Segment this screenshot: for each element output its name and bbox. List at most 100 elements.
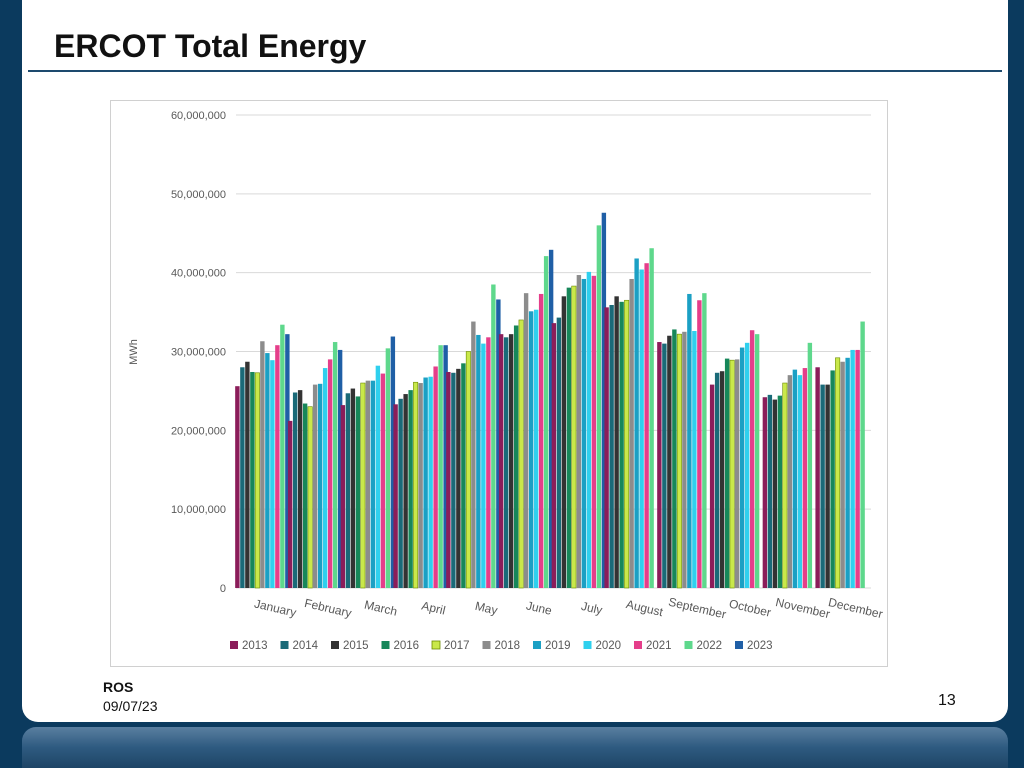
y-tick-label: 20,000,000 xyxy=(171,425,226,437)
legend-label: 2019 xyxy=(545,640,571,652)
x-tick-label: July xyxy=(580,599,604,617)
bar xyxy=(714,372,720,588)
bar xyxy=(802,368,808,588)
bar-chart: 0 10,000,000 20,000,000 30,000,000 40,000,00… xyxy=(128,110,884,652)
bar xyxy=(312,384,318,588)
bar xyxy=(260,341,265,588)
bar xyxy=(518,319,524,589)
legend-label: 2017 xyxy=(444,640,470,652)
y-tick-label: 0 xyxy=(220,583,226,595)
bar xyxy=(825,384,830,588)
bar xyxy=(687,293,692,588)
slide-title: ERCOT Total Energy xyxy=(54,28,367,64)
bar xyxy=(486,337,491,588)
bar xyxy=(676,333,682,589)
bar xyxy=(471,321,476,588)
bar xyxy=(624,299,630,589)
bar xyxy=(702,293,707,588)
x-tick-label: September xyxy=(667,595,727,622)
slide: ERCOT Total Energy 0 10,000,000 20,000,000… xyxy=(22,0,1008,722)
bar xyxy=(697,300,702,588)
bar xyxy=(692,331,697,588)
bar xyxy=(792,369,798,588)
bar xyxy=(285,334,290,588)
bar xyxy=(465,351,471,589)
bar xyxy=(724,358,730,588)
bar xyxy=(719,371,725,588)
bar xyxy=(302,403,308,588)
bar xyxy=(385,348,391,588)
bar xyxy=(355,396,361,588)
title-divider xyxy=(28,70,1002,72)
bar xyxy=(772,399,778,588)
bar xyxy=(556,317,562,588)
bar xyxy=(614,296,619,588)
footer-date: 09/07/23 xyxy=(103,698,158,714)
bar xyxy=(538,293,544,588)
bar xyxy=(581,278,587,588)
bar xyxy=(332,342,338,588)
bar xyxy=(456,368,461,588)
bar xyxy=(533,309,539,588)
bar xyxy=(496,299,501,588)
bar xyxy=(551,323,557,588)
bottom-decor-bar xyxy=(22,727,1008,768)
bar xyxy=(561,296,567,588)
bar xyxy=(609,304,614,588)
bar xyxy=(601,212,607,588)
y-tick-label: 50,000,000 xyxy=(171,189,226,201)
bar xyxy=(365,380,371,588)
bar xyxy=(591,275,597,588)
bar xyxy=(657,342,662,588)
bar xyxy=(403,394,408,588)
bar xyxy=(245,361,250,588)
legend-label: 2023 xyxy=(747,640,773,652)
bar xyxy=(571,285,577,589)
bar xyxy=(820,384,825,588)
bar xyxy=(390,336,396,588)
bar xyxy=(350,388,356,588)
bar xyxy=(734,359,740,588)
bar xyxy=(423,377,428,588)
legend-swatch xyxy=(431,640,441,650)
legend-label: 2020 xyxy=(596,640,622,652)
y-tick-label: 30,000,000 xyxy=(171,347,226,359)
bar xyxy=(644,263,649,588)
legend-label: 2018 xyxy=(495,640,521,652)
x-tick-label: March xyxy=(363,598,399,619)
bar xyxy=(317,383,323,588)
bar xyxy=(428,376,433,588)
bar xyxy=(393,404,398,588)
bar xyxy=(754,334,760,588)
bar xyxy=(749,330,755,588)
bar xyxy=(576,275,582,588)
bar xyxy=(807,342,813,588)
y-tick-label: 60,000,000 xyxy=(171,110,226,122)
bar xyxy=(528,311,534,588)
bar xyxy=(413,381,419,589)
legend-swatch xyxy=(381,641,390,649)
x-tick-label: December xyxy=(827,595,884,621)
bar xyxy=(667,335,672,588)
legend-swatch xyxy=(280,641,289,649)
bar xyxy=(287,420,293,588)
bar xyxy=(662,343,667,588)
legend-swatch xyxy=(684,641,693,649)
bar xyxy=(443,345,448,588)
bar xyxy=(782,382,788,589)
bar xyxy=(835,357,841,589)
legend-swatch xyxy=(230,641,238,649)
legend-swatch xyxy=(533,641,541,649)
bar xyxy=(840,361,845,588)
bar xyxy=(345,393,351,588)
bar xyxy=(566,287,572,588)
bar xyxy=(481,343,486,588)
bar xyxy=(672,329,677,588)
x-tick-label: November xyxy=(774,595,831,621)
bar xyxy=(604,307,609,588)
bar xyxy=(461,363,466,588)
legend-swatch xyxy=(583,641,592,649)
legend-swatch xyxy=(634,641,642,649)
bar xyxy=(292,392,298,588)
bar xyxy=(649,248,654,588)
